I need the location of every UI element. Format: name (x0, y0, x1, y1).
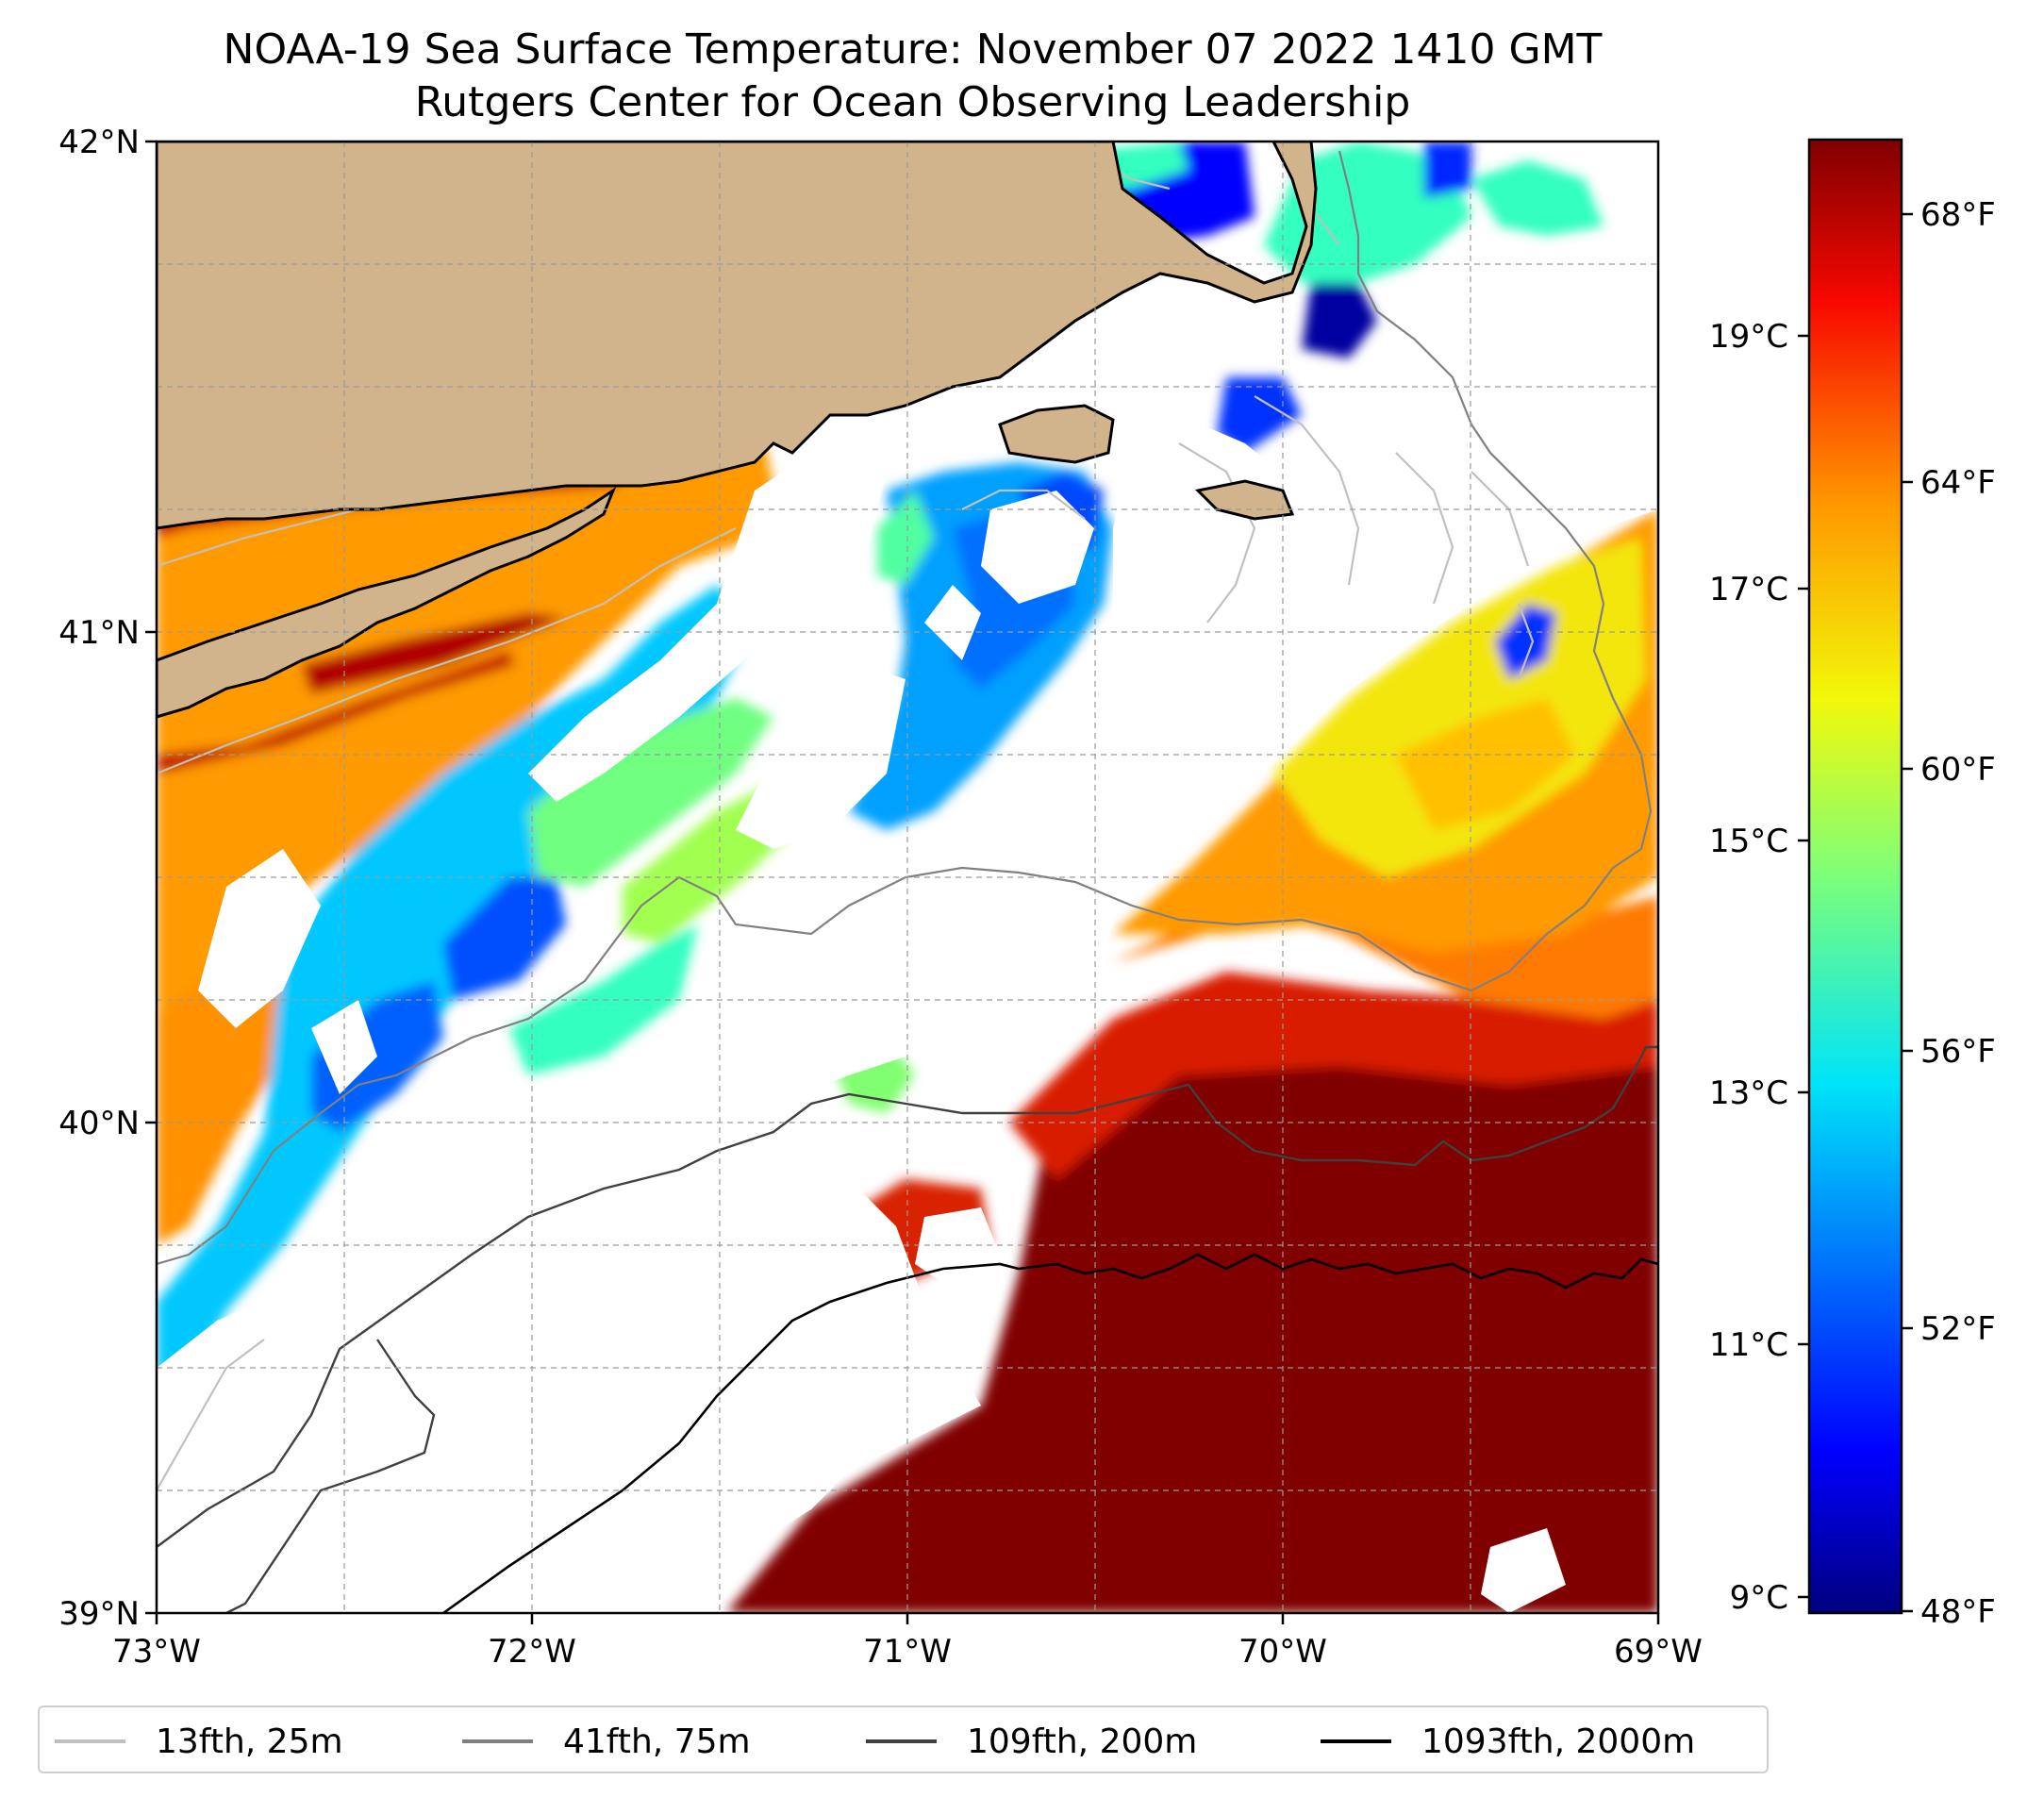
lon-tick-label: 73°W (112, 1633, 201, 1671)
marthas-vineyard (998, 404, 1115, 464)
fahrenheit-tick-label: 68°F (1920, 196, 1996, 234)
land-mass (157, 141, 1318, 719)
fahrenheit-tick-label: 56°F (1920, 1033, 1996, 1071)
celsius-tick-label: 9°C (1730, 1579, 1788, 1617)
celsius-tick-label: 11°C (1709, 1326, 1788, 1364)
legend-swatch (462, 1739, 533, 1743)
fahrenheit-tick-label: 48°F (1920, 1593, 1996, 1631)
colorbar: 68°F 64°F 60°F 56°F 52°F 48°F 19°C 17°C … (1709, 138, 1996, 1631)
sst-field (157, 141, 1658, 1613)
graticule (157, 141, 1658, 1613)
lat-tick-label: 40°N (58, 1105, 140, 1142)
map-panel (157, 141, 1658, 1613)
legend-item-200m: 109fth, 200m (866, 1707, 1197, 1775)
legend-swatch (1321, 1739, 1391, 1743)
lon-tick-label: 69°W (1614, 1633, 1703, 1671)
axis-ticks (145, 140, 1660, 1624)
legend-label: 13fth, 25m (156, 1722, 343, 1761)
southern-new-england-land (157, 141, 1318, 530)
legend-label: 41fth, 75m (563, 1722, 751, 1761)
legend-item-2000m: 1093fth, 2000m (1321, 1707, 1695, 1775)
map-subtitle: Rutgers Center for Ocean Observing Leade… (414, 78, 1411, 126)
legend-item-25m: 13fth, 25m (55, 1707, 343, 1775)
celsius-tick-label: 13°C (1709, 1074, 1788, 1112)
celsius-tick-label: 17°C (1709, 571, 1788, 608)
legend-label: 1093fth, 2000m (1421, 1722, 1696, 1761)
legend-label: 109fth, 200m (967, 1722, 1198, 1761)
long-island (157, 487, 617, 719)
legend-swatch (55, 1739, 125, 1743)
map-title: NOAA-19 Sea Surface Temperature: Novembe… (223, 25, 1603, 74)
fahrenheit-tick-label: 60°F (1920, 751, 1996, 789)
contour-200m (157, 1045, 1658, 1613)
contour-75m (157, 150, 1653, 1266)
contour-2000m (442, 1253, 1658, 1613)
celsius-tick-label: 15°C (1709, 823, 1788, 860)
fahrenheit-tick-label: 64°F (1920, 464, 1996, 502)
lat-tick-label: 41°N (58, 614, 140, 652)
fahrenheit-tick-label: 52°F (1920, 1310, 1996, 1348)
lon-tick-label: 72°W (488, 1633, 576, 1671)
lat-tick-label: 42°N (58, 124, 140, 161)
lon-tick-label: 70°W (1238, 1633, 1327, 1671)
contour-legend: 13fth, 25m 41fth, 75m 109fth, 200m 1093f… (38, 1705, 1769, 1773)
legend-item-75m: 41fth, 75m (462, 1707, 751, 1775)
celsius-tick-label: 19°C (1709, 318, 1788, 356)
lat-tick-label: 39°N (58, 1595, 140, 1633)
legend-swatch (866, 1739, 937, 1743)
colorbar-gradient (1807, 138, 1903, 1615)
lon-tick-label: 71°W (863, 1633, 952, 1671)
